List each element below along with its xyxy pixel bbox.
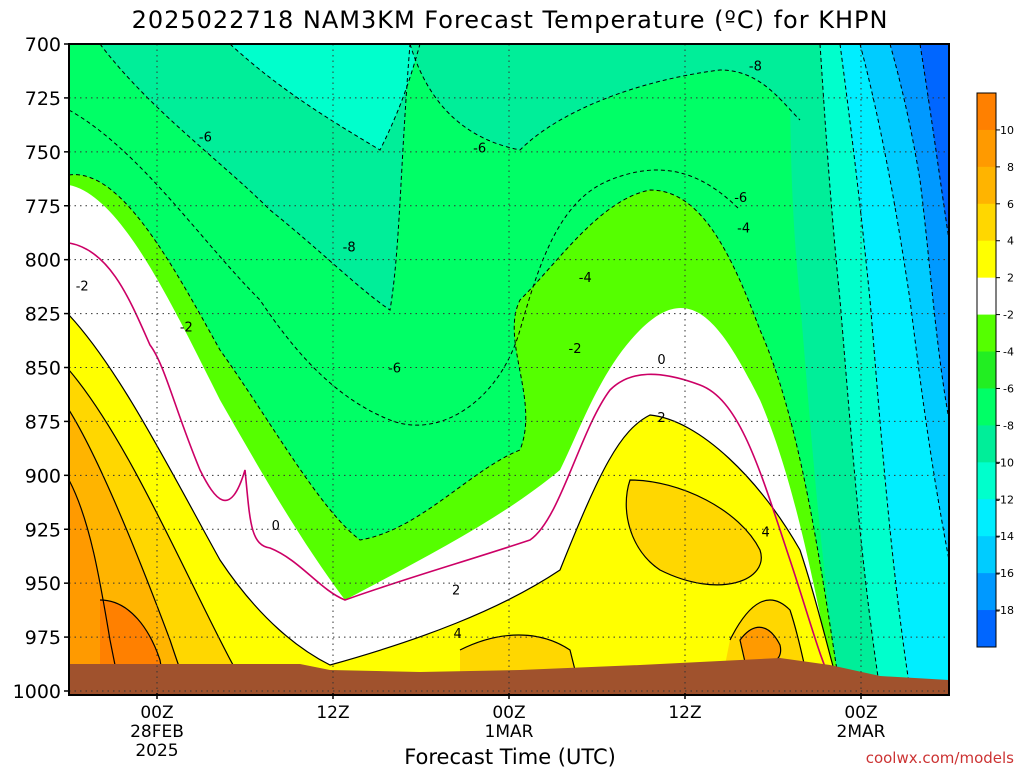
plot-area: -8 -6 -6 -6 -8 -4 -4 -2 -2 -2 -6 0 2 0 4 2 4 — [69, 44, 949, 695]
colorbar-segment — [977, 277, 996, 316]
colorbar-tick-label: 10 — [1000, 124, 1014, 137]
y-tick-label: 975 — [25, 627, 61, 649]
colorbar-tick-label: 6 — [1007, 198, 1014, 211]
band-minus-10-cold — [230, 44, 420, 150]
colorbar-tick-label: 2 — [1007, 272, 1014, 285]
colorbar-tick-label: -12 — [996, 493, 1014, 506]
colorbar-segment — [977, 425, 996, 463]
colorbar-segment — [977, 166, 996, 205]
grid — [69, 44, 949, 692]
x-tick-label: 00Z — [844, 703, 877, 723]
colorbar-segment — [977, 610, 996, 648]
colorbar-tick-label: -6 — [1003, 382, 1014, 395]
band-2-4 — [69, 315, 840, 690]
x-tick-label: 00Z — [492, 703, 525, 723]
y-tick-label: 875 — [25, 411, 61, 433]
colorbar-tick-label: -2 — [1003, 309, 1014, 322]
colorbar-segment — [977, 203, 996, 242]
x-tick-label: 2MAR — [837, 722, 886, 742]
contour-label: -4 — [737, 221, 750, 236]
contour-label: -2 — [569, 342, 582, 357]
contour-label: 4 — [454, 627, 462, 642]
colorbar-tick-label: -16 — [996, 567, 1014, 580]
colorbar-segment — [977, 573, 996, 611]
y-tick-label: 800 — [25, 250, 61, 272]
x-axis-label: Forecast Time (UTC) — [404, 745, 616, 768]
colorbar-segment — [977, 240, 996, 279]
colorbar-segment — [977, 93, 996, 131]
x-tick-label: 28FEB — [130, 722, 184, 742]
x-tick-label: 12Z — [668, 703, 701, 723]
x-tick-label: 12Z — [316, 703, 349, 723]
x-tick-label: 00Z — [140, 703, 173, 723]
y-tick-label: 750 — [25, 142, 61, 164]
y-tick-label: 700 — [25, 34, 61, 56]
y-tick-label: 775 — [25, 196, 61, 218]
y-tick-label: 850 — [25, 358, 61, 380]
colorbar-segment — [977, 536, 996, 574]
contour-label: -6 — [734, 191, 747, 206]
contour-label: 4 — [762, 525, 770, 540]
band-4-6-east — [626, 480, 762, 585]
x-tick-label: 1MAR — [485, 722, 534, 742]
y-tick-label: 925 — [25, 519, 61, 541]
contour-label: 0 — [272, 519, 280, 534]
colorbar-segment — [977, 499, 996, 537]
colorbar-tick-label: -14 — [996, 530, 1014, 543]
colorbar-segment — [977, 388, 996, 426]
y-tick-label: 1000 — [13, 681, 61, 703]
colorbar-tick-label: -10 — [996, 456, 1014, 469]
y-tick-label: 725 — [25, 88, 61, 110]
colorbar-segment — [977, 129, 996, 168]
y-tick-label: 950 — [25, 573, 61, 595]
zero-degree-contour — [69, 242, 836, 691]
contour-label: -6 — [199, 131, 212, 146]
colorbar-segment — [977, 351, 996, 389]
credit-text: coolwx.com/models — [866, 749, 1014, 767]
colorbar-frame — [976, 92, 997, 648]
contour-label: 0 — [657, 353, 665, 368]
contour-label: -2 — [76, 280, 89, 295]
contour-labels: -8 -6 -6 -6 -8 -4 -4 -2 -2 -2 -6 0 2 0 4 2 4 — [76, 60, 770, 642]
contour-label: -6 — [388, 362, 401, 377]
contour-label: -6 — [473, 142, 486, 157]
y-tick-label: 900 — [25, 465, 61, 487]
chart-title: 2025022718 NAM3KM Forecast Temperature (… — [132, 6, 889, 34]
contour-label: -2 — [180, 321, 193, 336]
contour-label: -8 — [343, 241, 356, 256]
pressure-axis: 700 725 750 775 800 825 850 875 900 925 950 975 1000 — [13, 34, 69, 703]
colorbar-tick-label: 8 — [1007, 161, 1014, 174]
y-tick-label: 825 — [25, 304, 61, 326]
colorbar: 10 8 6 4 2 -2 -4 -6 -8 -10 -12 -14 -16 -18 — [976, 92, 1014, 648]
x-tick-label: 2025 — [135, 741, 178, 761]
colorbar-tick-label: -4 — [1003, 346, 1014, 359]
colorbar-segment — [977, 314, 996, 353]
colorbar-tick-label: -8 — [1003, 419, 1014, 432]
contour-label: -8 — [749, 60, 762, 75]
dashed-contours — [69, 44, 949, 691]
colorbar-tick-label: 4 — [1007, 235, 1014, 248]
band-6-8-east — [740, 627, 781, 666]
contour-label: 2 — [452, 584, 460, 599]
contour-label: 2 — [657, 411, 665, 426]
colorbar-tick-label: -18 — [996, 604, 1014, 617]
colorbar-segment — [977, 462, 996, 500]
band-minus-8-mid — [410, 44, 800, 150]
band-east-minus-18 — [920, 44, 949, 240]
contour-label: -4 — [579, 271, 592, 286]
